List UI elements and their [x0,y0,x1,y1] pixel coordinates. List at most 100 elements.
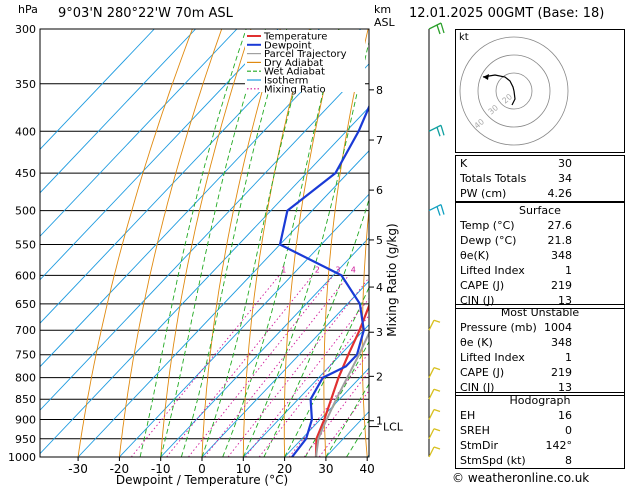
hodograph-row: EH 16 [460,409,572,422]
parcel-trajectory-line [315,330,369,457]
mixing-ratio-line [204,275,350,457]
legend-box [245,30,365,92]
dry-adiabat-line [118,29,223,457]
isotherm-line [40,29,279,281]
temperature-tick-label: 40 [360,462,375,476]
lcl-label: LCL [383,421,404,434]
temperature-tick-label: 30 [318,462,333,476]
wind-barb [428,446,441,458]
mixing-ratio-line [245,297,369,457]
x-axis-title: Dewpoint / Temperature (°C) [116,473,288,486]
wind-barb-flag [433,408,441,413]
isotherm-line [119,193,369,457]
hodograph-arrow-icon [483,74,489,80]
wet-adiabat-line [242,40,369,457]
indices-row: K 30 [460,157,572,170]
wet-adiabat-line [263,198,369,457]
km-tick-label: 7 [376,134,383,147]
temperature-tick-label: 10 [236,462,251,476]
pressure-tick-label: 350 [15,78,36,91]
legend-entry: Wet Adiabat [264,67,325,78]
mixing-ratio-label: 10 [402,265,412,274]
datetime-title: 12.01.2025 00GMT (Base: 18) [409,6,605,21]
pressure-tick-label: 550 [15,239,36,252]
plot-frame [39,28,370,458]
wet-adiabat-line [284,286,369,457]
hodograph: kt 20 30 40 [455,29,625,153]
wet-adiabat-line [160,29,266,457]
dry-adiabat-line [323,29,369,457]
legend-entry: Temperature [263,32,327,43]
legend-entry: Mixing Ratio [264,84,326,95]
mixing-ratio-label: 4 [351,265,356,274]
surface-table: Surface Temp (°C) 27.6 Dewp (°C) 21.8 θe(K… [455,202,625,309]
y-axis-title: Mixing Ratio (g/kg) [385,223,399,336]
km-tick-label: 5 [376,234,383,247]
dry-adiabat-line [160,29,252,457]
indices-row: Totals Totals 34 [460,172,572,185]
wind-barb [428,124,445,137]
km-tick-label: 1 [376,415,383,428]
wind-barb-flag [433,388,441,392]
km-tick-label: 3 [376,326,383,339]
wind-barb [428,319,441,331]
most-unstable-row: CIN (J) 13 [460,381,572,394]
wind-barb [428,428,441,440]
indices-row: PW (cm) 4.26 [460,187,572,200]
isotherm-line [160,237,369,457]
mixing-ratio-label: 20 [444,265,454,274]
wind-barb-flag [436,127,441,137]
location-title: 9°03'N 280°22'W 70m ASL [58,6,233,21]
km-tick-label: 8 [376,84,383,97]
copyright-footer: © weatheronline.co.uk [452,471,590,485]
mixing-ratio-label: 1 [281,265,286,274]
wind-barb-flag [436,206,441,216]
wet-adiabat-line [325,383,369,457]
legend-entry: Dewpoint [264,40,312,51]
isotherm-line [201,280,369,457]
legend-entry: Parcel Trajectory [264,49,347,60]
surface-row: Dewp (°C) 21.8 [460,234,572,247]
asl-unit-label: ASL [374,16,395,29]
mixing-ratio-label: 6 [373,265,378,274]
wind-barb-flag [440,22,445,34]
wind-barb-shaft [428,367,435,378]
wind-barb-shaft [428,22,442,30]
wind-barb-shaft [428,388,435,400]
hodograph-ring-20 [495,72,533,110]
hodograph-row: StmSpd (kt) 8 [460,454,572,467]
wind-barb-flag [433,446,441,450]
mixing-ratio-line [258,314,369,457]
dry-adiabat-line [399,29,426,457]
pressure-tick-label: 500 [15,205,36,218]
mixing-ratio-label: 2 [315,265,320,274]
mixing-ratio-line [227,277,369,457]
pressure-tick-label: 300 [15,23,36,36]
surface-row: θe(K) 348 [460,249,572,262]
isotherm-line [40,63,369,411]
temperature-tick-label: 20 [277,462,292,476]
isotherm-line [40,106,369,455]
wind-barb-shaft [428,446,435,458]
isotherm-line [284,367,369,457]
hodograph-row: SREH 0 [460,424,572,437]
hodograph-ring-40 [459,36,569,146]
mixing-ratio-line [166,275,314,457]
surface-title: Surface [519,204,561,217]
km-tick-label: 2 [376,370,383,383]
dry-adiabat-line [201,29,281,457]
dewpoint-line [278,104,369,457]
surface-row: CAPE (J) 219 [460,279,572,292]
wind-barb [428,388,441,400]
isotherm-line [40,29,238,237]
isotherm-line [40,29,155,150]
isotherm-line [40,29,320,324]
wind-barb-flag [433,319,441,323]
hodograph-unit-label: kt [459,32,469,43]
temperature-tick-label: 0 [198,462,206,476]
mixing-ratio-line [188,275,334,457]
dry-adiabat-line [361,205,369,457]
pressure-tick-label: 900 [15,414,36,427]
wind-barb-flag [440,204,445,215]
hodograph-trace [482,74,515,92]
